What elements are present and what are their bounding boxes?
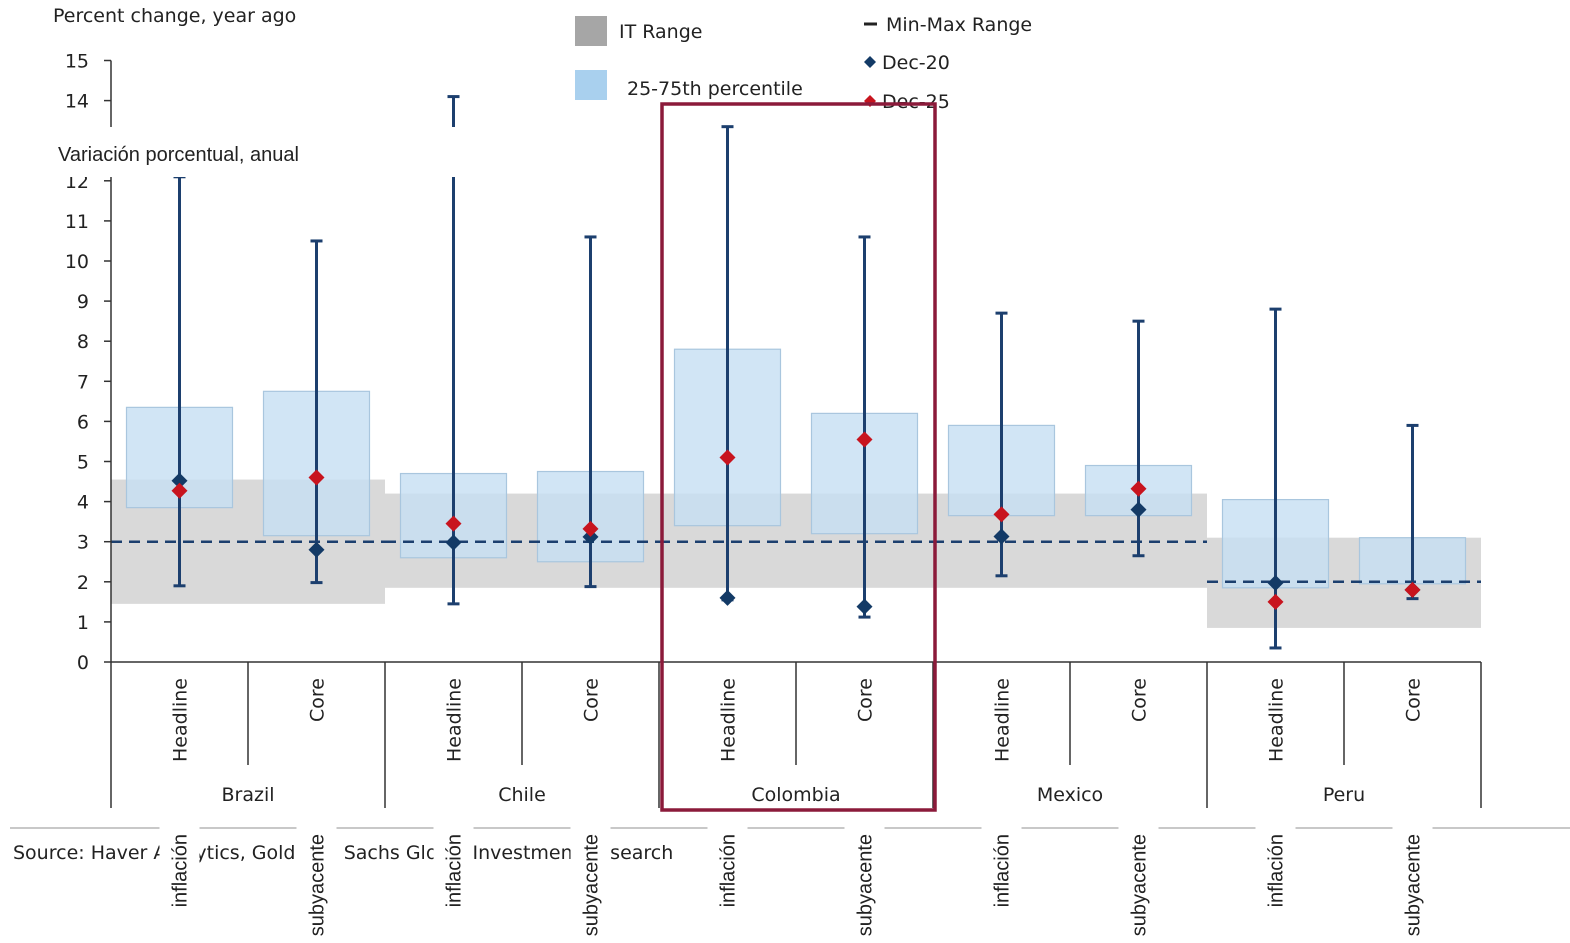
y-tick-label-2: 2 — [77, 572, 89, 594]
dec20-marker-colombia-core — [856, 598, 873, 615]
category-label-peru-core: Core — [1403, 678, 1425, 722]
y-tick-label-4: 4 — [77, 492, 89, 514]
legend: IT Range 25-75th percentile Min-Max Rang… — [575, 14, 1032, 113]
overlay-backing-mexico-core — [1118, 826, 1159, 943]
overlay-backing-mexico-headline — [981, 826, 1022, 943]
category-label-chile-core: Core — [581, 678, 603, 722]
legend-dec20-label: Dec-20 — [882, 52, 950, 74]
category-label-brazil-core: Core — [307, 678, 329, 722]
y-tick-label-10: 10 — [65, 251, 89, 273]
overlay-category-label-chile-headline: inflación — [444, 834, 466, 907]
dec20-marker-brazil-headline — [171, 472, 188, 489]
overlay-category-label-mexico-core: subyacente — [1129, 834, 1151, 936]
legend-percentile-label: 25-75th percentile — [627, 78, 803, 100]
country-label-brazil: Brazil — [221, 784, 274, 806]
y-tick-label-1: 1 — [77, 612, 89, 634]
overlay-backing-peru-core — [1392, 826, 1433, 943]
dec20-marker-chile-headline — [445, 534, 462, 551]
dec25-marker-peru-headline — [1267, 593, 1284, 610]
country-label-colombia: Colombia — [751, 784, 840, 806]
country-label-chile: Chile — [498, 784, 546, 806]
legend-it-range-label: IT Range — [619, 21, 702, 43]
dec25-marker-brazil-core — [308, 469, 325, 486]
dec20-marker-colombia-headline — [719, 589, 736, 606]
dec25-marker-colombia-headline — [719, 449, 736, 466]
category-label-chile-headline: Headline — [444, 678, 466, 762]
category-label-mexico-core: Core — [1129, 678, 1151, 722]
y-tick-label-15: 15 — [65, 51, 89, 73]
overlay-category-label-colombia-core: subyacente — [855, 834, 877, 936]
dec20-marker-peru-headline — [1267, 575, 1284, 592]
legend-dec20-marker — [864, 56, 876, 68]
dec25-marker-chile-headline — [445, 515, 462, 532]
dec25-marker-peru-core — [1404, 581, 1421, 598]
overlay-category-label-peru-headline: inflación — [1266, 834, 1288, 907]
overlay-category-label-colombia-headline: inflación — [718, 834, 740, 907]
y-tick-label-5: 5 — [77, 452, 89, 474]
overlay-backing-brazil-headline — [159, 826, 200, 943]
category-label-peru-headline: Headline — [1266, 678, 1288, 762]
y-tick-label-3: 3 — [77, 532, 89, 554]
marker-layer — [171, 431, 1421, 615]
dec25-marker-mexico-core — [1130, 480, 1147, 497]
legend-percentile-swatch — [575, 70, 607, 100]
legend-dec25-label: Dec-25 — [882, 91, 950, 113]
overlay-category-layer: inflación subyacente inflación subyacente in… — [159, 826, 1433, 943]
y-tick-label-11: 11 — [65, 211, 89, 233]
overlay-backing-peru-headline — [1255, 826, 1296, 943]
y-tick-label-8: 8 — [77, 331, 89, 353]
category-layer: Headline Core Headline Core Headline Core Head… — [110, 662, 1482, 808]
overlay-category-label-brazil-headline: inflación — [170, 834, 192, 907]
dec25-marker-colombia-core — [856, 431, 873, 448]
category-label-mexico-headline: Headline — [992, 678, 1014, 762]
y-tick-label-0: 0 — [77, 652, 89, 674]
colombia-highlight-box — [660, 102, 937, 812]
y-tick-label-7: 7 — [77, 371, 89, 393]
overlay-category-label-brazil-core: subyacente — [307, 834, 329, 936]
legend-minmax-label: Min-Max Range — [886, 14, 1032, 36]
overlay-backing-chile-core — [570, 826, 611, 943]
dec20-marker-mexico-core — [1130, 501, 1147, 518]
overlay-backing-colombia-headline — [707, 826, 748, 943]
overlay-backing-brazil-core — [296, 826, 337, 943]
y-tick-label-9: 9 — [77, 291, 89, 313]
dec25-marker-chile-core — [582, 520, 599, 537]
dec25-marker-mexico-headline — [993, 506, 1010, 523]
y-tick-label-6: 6 — [77, 411, 89, 433]
country-label-peru: Peru — [1323, 784, 1365, 806]
dec20-marker-mexico-headline — [993, 528, 1010, 545]
dec25-marker-brazil-headline — [171, 482, 188, 499]
y-tick-label-14: 14 — [65, 91, 89, 113]
overlay-category-label-peru-core: subyacente — [1403, 834, 1425, 936]
overlay-backing-chile-headline — [433, 826, 474, 943]
overlay-category-label-chile-core: subyacente — [581, 834, 603, 936]
country-label-mexico: Mexico — [1037, 784, 1103, 806]
dec20-marker-chile-core — [582, 528, 599, 545]
category-label-colombia-headline: Headline — [718, 678, 740, 762]
overlay-ylabel-box — [40, 127, 470, 177]
overlay-ylabel: Variación porcentual, anual — [58, 144, 299, 166]
y-axis-label: Percent change, year ago — [53, 5, 296, 27]
overlay-backing-colombia-core — [844, 826, 885, 943]
target-layer — [111, 540, 1481, 584]
dec20-marker-brazil-core — [308, 541, 325, 558]
category-label-brazil-headline: Headline — [170, 678, 192, 762]
category-label-colombia-core: Core — [855, 678, 877, 722]
overlay-category-label-mexico-headline: inflación — [992, 834, 1014, 907]
legend-it-range-swatch — [575, 16, 607, 46]
